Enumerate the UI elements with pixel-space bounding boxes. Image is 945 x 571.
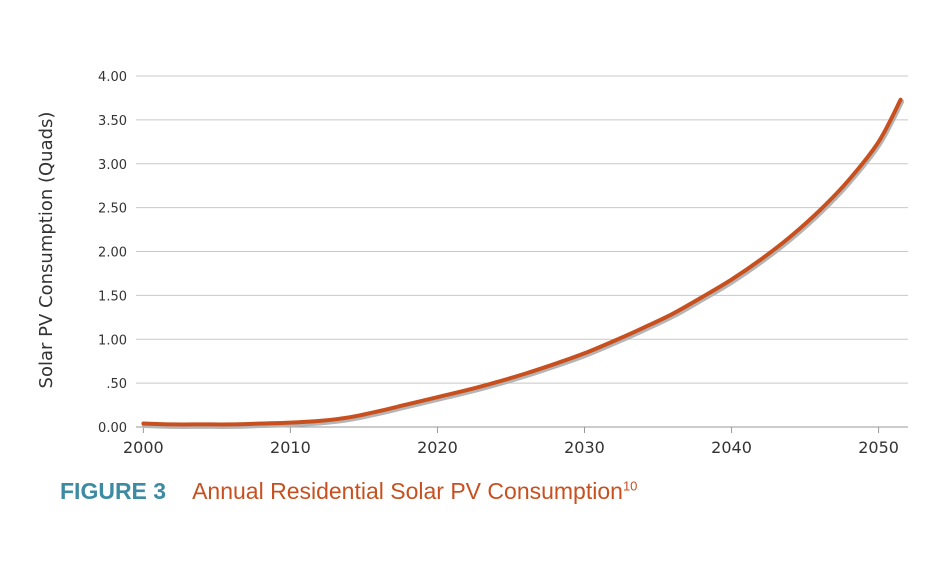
figure-label: FIGURE 3: [60, 478, 167, 504]
y-axis-tick-labels: 0.00 .50 1.00 1.50 2.00 2.50 3.00 3.50 4.00: [98, 70, 127, 436]
figure-title: Annual Residential Solar PV Consumption1…: [192, 478, 637, 504]
figure-title-text: Annual Residential Solar PV Consumption: [192, 478, 623, 504]
y-tick-label: 3.00: [98, 158, 127, 173]
figure-caption: FIGURE 3 Annual Residential Solar PV Cons…: [60, 478, 637, 505]
series-line-shadow: [141, 99, 905, 429]
gridlines: [136, 75, 908, 433]
y-tick-label: .50: [106, 377, 127, 392]
line-chart: 0.00 .50 1.00 1.50 2.00 2.50 3.00 3.50 4.00 2000…: [36, 70, 908, 457]
y-tick-label: 2.50: [98, 202, 127, 217]
x-tick-label: 2030: [564, 438, 605, 457]
y-tick-label: 1.50: [98, 289, 127, 304]
y-tick-label: 3.50: [98, 114, 127, 129]
x-tick-label: 2040: [711, 438, 752, 457]
x-axis-tick-labels: 2000 2010 2020 2030 2040 2050: [123, 438, 899, 457]
series-layer: [141, 97, 905, 429]
x-tick-label: 2020: [417, 438, 458, 457]
y-tick-label: 1.00: [98, 333, 127, 348]
footnote-marker: 10: [622, 478, 638, 494]
x-tick-label: 2050: [858, 438, 899, 457]
y-tick-label: 4.00: [98, 70, 127, 85]
x-tick-label: 2010: [270, 438, 311, 457]
y-tick-label: 0.00: [98, 421, 127, 436]
y-tick-label: 2.00: [98, 246, 127, 261]
series-line: [141, 97, 903, 427]
y-axis-label: Solar PV Consumption (Quads): [36, 112, 57, 389]
x-tick-label: 2000: [123, 438, 164, 457]
